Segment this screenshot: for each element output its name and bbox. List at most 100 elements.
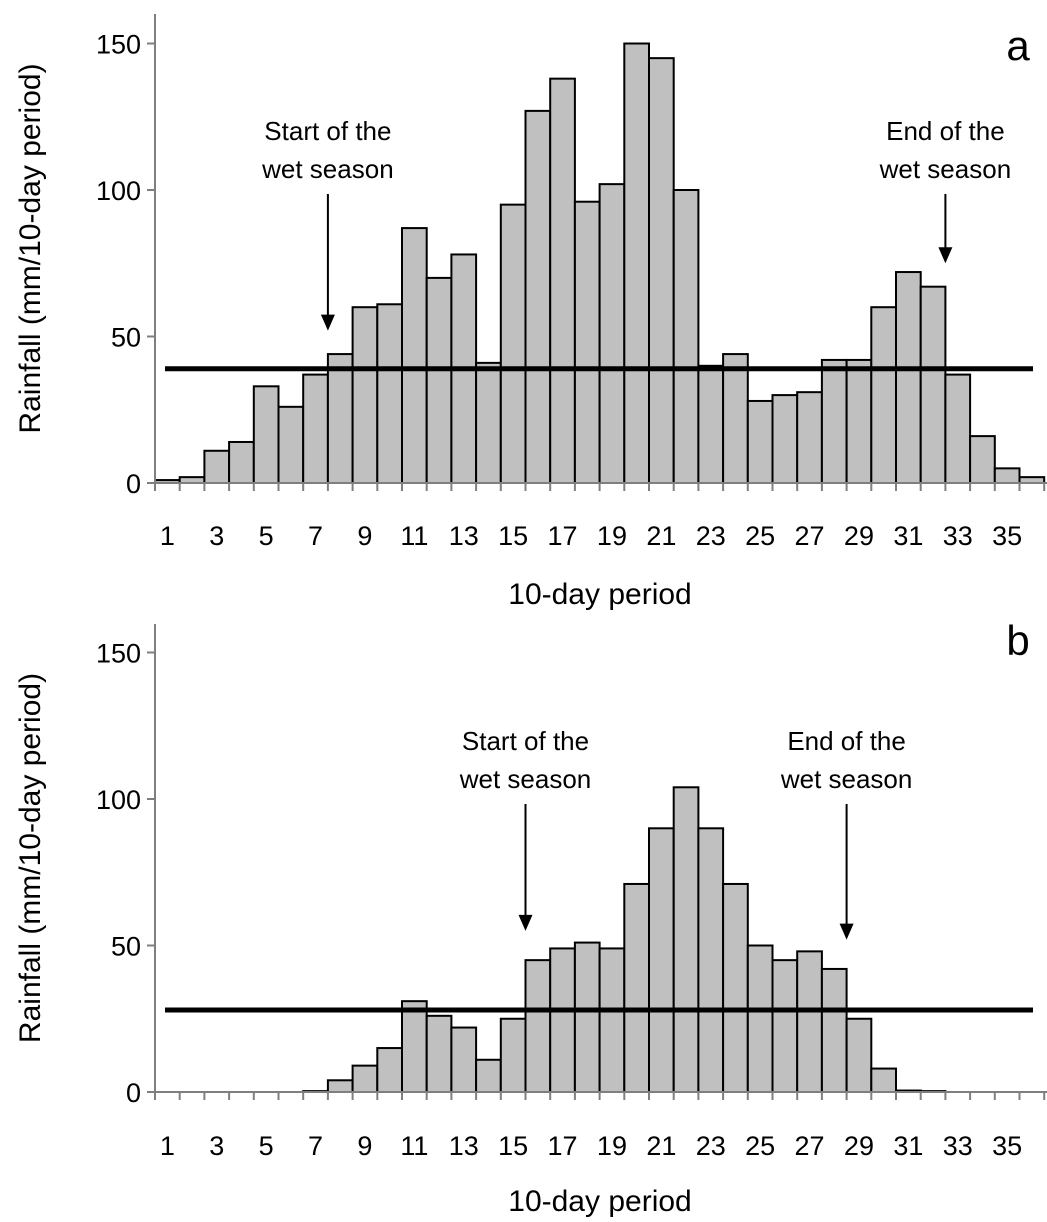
- x-tick-label: 7: [308, 521, 323, 551]
- annotation-text: End of the: [886, 116, 1005, 146]
- x-tick-label: 1: [160, 521, 175, 551]
- x-tick-label: 23: [696, 521, 726, 551]
- bar-period-10: [376, 303, 403, 484]
- bar-period-9: [351, 306, 379, 485]
- panel-label: a: [1006, 22, 1030, 69]
- x-tick-label: 11: [400, 1131, 428, 1161]
- x-tick-label: 7: [308, 1131, 323, 1161]
- bar-period-35: [993, 467, 1021, 485]
- x-tick-label: 5: [259, 521, 274, 551]
- bar-period-5: [252, 385, 280, 484]
- x-tick-label: 17: [548, 521, 578, 551]
- bar-period-20: [623, 42, 650, 484]
- annotation-arrow-head: [839, 923, 854, 940]
- bar-period-8: [326, 1079, 354, 1094]
- bar-period-29: [845, 358, 873, 484]
- x-tick-label: 19: [597, 521, 627, 551]
- y-tick-label: 100: [96, 785, 141, 815]
- x-axis-title: 10-day period: [508, 578, 691, 611]
- bar-period-22: [672, 786, 700, 1094]
- x-tick-label: 27: [795, 1131, 825, 1161]
- x-tick-label: 17: [548, 1131, 578, 1161]
- x-tick-label: 19: [597, 1131, 627, 1161]
- bar-period-34: [969, 435, 996, 484]
- bar-period-20: [623, 882, 650, 1093]
- bar-period-32: [919, 285, 947, 484]
- bar-period-23: [697, 364, 725, 484]
- bar-period-31: [895, 271, 922, 485]
- x-tick-label: 25: [745, 521, 775, 551]
- annotation-text: End of the: [787, 726, 906, 756]
- annotation-arrow-head: [320, 314, 335, 331]
- bar-period-8: [326, 353, 354, 484]
- x-tick-label: 9: [357, 1131, 372, 1161]
- bar-period-25: [746, 399, 774, 484]
- bar-period-15: [499, 1017, 527, 1093]
- bar-period-16: [524, 959, 552, 1094]
- bar-period-23: [697, 827, 725, 1093]
- bar-period-22: [672, 189, 700, 484]
- x-tick-label: 33: [943, 521, 973, 551]
- x-tick-label: 3: [209, 1131, 224, 1161]
- x-tick-label: 9: [357, 521, 372, 551]
- bar-period-16: [524, 109, 552, 484]
- bar-period-19: [598, 183, 626, 484]
- x-tick-label: 35: [992, 521, 1022, 551]
- x-tick-label: 27: [795, 521, 825, 551]
- y-tick-label: 100: [96, 176, 141, 206]
- x-tick-label: 31: [893, 521, 923, 551]
- bar-period-17: [549, 947, 576, 1093]
- bar-period-29: [845, 1017, 873, 1093]
- bar-period-17: [549, 77, 576, 484]
- bar-period-18: [573, 200, 601, 484]
- x-axis-title: 10-day period: [508, 1185, 691, 1218]
- bar-period-26: [771, 394, 799, 485]
- x-tick-label: 31: [893, 1131, 923, 1161]
- x-tick-label: 15: [498, 521, 528, 551]
- annotation-text: wet season: [780, 764, 913, 794]
- bar-period-24: [722, 882, 749, 1093]
- bar-period-15: [499, 203, 527, 484]
- bar-period-10: [376, 1047, 403, 1094]
- bar-period-30: [870, 1067, 897, 1094]
- bar-period-26: [771, 959, 799, 1094]
- x-tick-label: 35: [992, 1131, 1022, 1161]
- bar-period-11: [401, 227, 428, 484]
- bar-period-12: [425, 276, 453, 484]
- bar-period-25: [746, 944, 774, 1093]
- bar-period-19: [598, 947, 626, 1093]
- x-tick-label: 29: [844, 521, 874, 551]
- x-tick-label: 25: [745, 1131, 775, 1161]
- bar-period-14: [475, 1058, 502, 1094]
- y-axis-title: Rainfall (mm/10-day period): [14, 63, 47, 433]
- panel-label: b: [1006, 617, 1029, 664]
- y-tick-label: 150: [96, 30, 141, 60]
- bar-period-14: [475, 361, 502, 484]
- y-tick-label: 150: [96, 639, 141, 669]
- bar-period-4: [228, 440, 255, 485]
- x-tick-label: 33: [943, 1131, 973, 1161]
- bar-period-9: [351, 1064, 379, 1094]
- x-tick-label: 5: [259, 1131, 274, 1161]
- bar-period-27: [796, 391, 823, 485]
- bar-period-13: [450, 1026, 478, 1094]
- y-axis-title: Rainfall (mm/10-day period): [14, 673, 47, 1043]
- bar-period-28: [820, 358, 848, 484]
- x-tick-label: 15: [498, 1131, 528, 1161]
- x-tick-label: 11: [400, 521, 428, 551]
- x-tick-label: 1: [160, 1131, 175, 1161]
- annotation-text: wet season: [459, 764, 592, 794]
- bar-period-6: [277, 405, 305, 485]
- bar-period-33: [944, 373, 972, 484]
- x-tick-label: 23: [696, 1131, 726, 1161]
- y-tick-label: 0: [126, 469, 141, 499]
- bar-period-30: [870, 306, 897, 485]
- x-tick-label: 3: [209, 521, 224, 551]
- bar-period-3: [203, 449, 231, 484]
- annotation-arrow-head: [518, 914, 533, 931]
- annotation-text: wet season: [879, 154, 1012, 184]
- x-tick-label: 13: [449, 521, 479, 551]
- bar-period-24: [722, 353, 749, 484]
